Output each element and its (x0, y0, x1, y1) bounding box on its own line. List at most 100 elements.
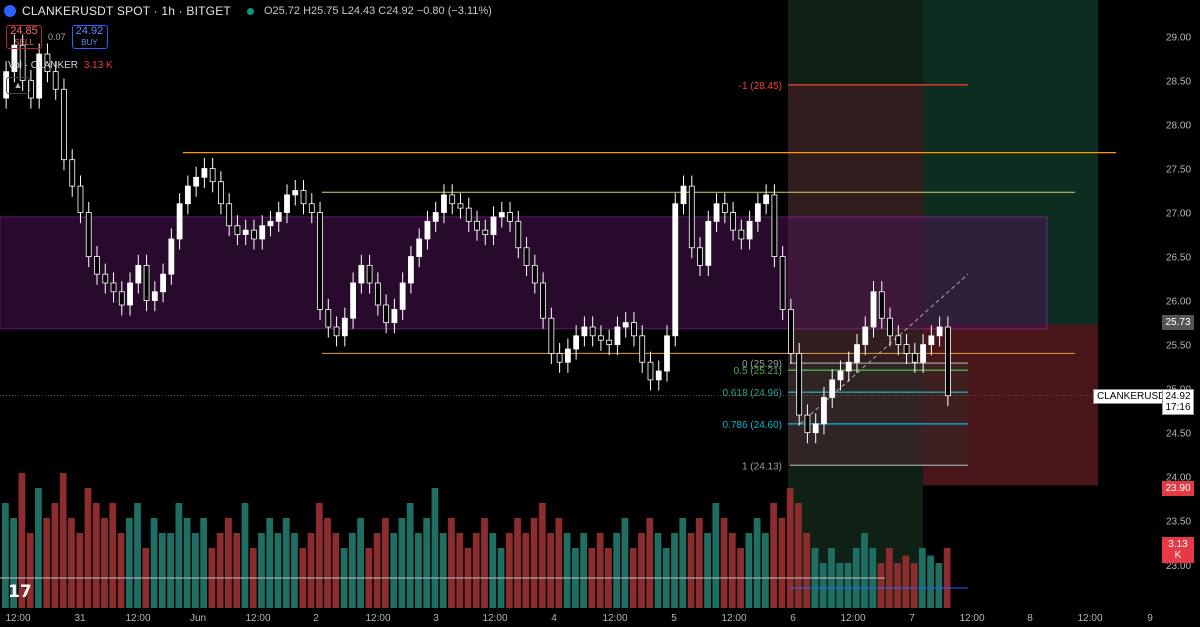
volume-bar (745, 533, 753, 608)
volume-bar (59, 473, 67, 608)
candle-body (259, 225, 266, 240)
candle-body (680, 185, 687, 205)
volume-bar (885, 548, 893, 608)
fib-label-0.618: 0.618 (24.96) (723, 388, 783, 399)
candle-body (482, 229, 489, 235)
candle-body (936, 326, 943, 337)
sell-label: SELL (14, 38, 34, 47)
fib-box (788, 363, 968, 466)
volume-bar (200, 518, 208, 608)
candle-body (713, 203, 720, 222)
candle-body (738, 229, 745, 240)
candle-body (788, 309, 794, 354)
volume-bar (26, 533, 34, 608)
candle-body (300, 190, 307, 205)
candle-body (870, 291, 877, 328)
candle-body (44, 53, 51, 73)
candle-body (796, 353, 803, 416)
volume-bar (390, 533, 398, 608)
x-tick-label: 12:00 (5, 613, 30, 624)
tradingview-logo[interactable]: 17 (8, 582, 32, 602)
x-tick-label: 12:00 (365, 613, 390, 624)
countdown-value: 17:16 (1165, 402, 1191, 413)
symbol-title[interactable]: CLANKERUSDT SPOT · 1h · BITGET (22, 4, 231, 18)
candle-body (218, 181, 224, 205)
x-tick-label: 2 (313, 613, 319, 624)
candle-body (523, 247, 530, 266)
candle-body (110, 282, 117, 293)
volume-bar (613, 533, 621, 608)
volume-bar (795, 503, 802, 608)
candle-body (168, 238, 175, 275)
volume-bar (861, 533, 868, 608)
last-price-value: 24.92 (1165, 391, 1191, 402)
candle-body (69, 159, 76, 187)
buy-button[interactable]: 24.92 BUY (71, 25, 108, 49)
volume-bar (687, 533, 695, 608)
candle-body (28, 80, 34, 99)
candle-body (399, 282, 406, 310)
candle-body (771, 194, 778, 257)
fib-label-0.5: 0.5 (25.21) (734, 366, 782, 377)
candle-body (655, 370, 662, 381)
candle-body (251, 229, 257, 240)
volume-bar (530, 518, 538, 608)
y-tick-label: 28.00 (1166, 120, 1191, 131)
candle-body (854, 344, 860, 363)
candle-body (911, 353, 918, 363)
volume-bar (35, 488, 42, 608)
candle-body (341, 317, 348, 337)
x-tick-label: 9 (1147, 613, 1153, 624)
volume-bar (332, 533, 340, 608)
volume-bar (844, 563, 852, 608)
sell-button[interactable]: 24.85 SELL (6, 25, 42, 49)
candle-body (507, 212, 513, 222)
volume-legend[interactable]: Vol · CLANKER 3.13 K (8, 60, 113, 71)
volume-bar (382, 518, 389, 608)
candle-body (325, 309, 332, 328)
y-tick-label: 26.50 (1166, 253, 1191, 264)
volume-bar (233, 533, 241, 608)
volume-bar (167, 533, 174, 608)
candle-body (498, 212, 505, 218)
volume-bar (935, 563, 943, 608)
candle-body (366, 264, 373, 284)
volume-bar (671, 533, 678, 608)
candle-body (102, 273, 109, 284)
candle-body (837, 370, 844, 381)
y-tick-label: 29.00 (1166, 32, 1191, 43)
volume-bar (348, 533, 356, 608)
y-tick-label: 25.50 (1166, 341, 1191, 352)
x-tick-label: 12:00 (125, 613, 150, 624)
candle-body (845, 361, 852, 372)
volume-bar (555, 518, 563, 608)
volume-bar (910, 563, 918, 608)
candle-body (11, 44, 18, 73)
x-tick-label: 12:00 (959, 613, 984, 624)
volume-tag: 3.13 K (1162, 537, 1194, 563)
chevron-up-icon[interactable]: ▲ (6, 77, 30, 94)
candle-body (664, 335, 670, 372)
candle-body (631, 322, 637, 337)
candle-body (895, 335, 902, 346)
candle-body (317, 212, 323, 310)
volume-bar (927, 555, 934, 608)
volume-bar (439, 533, 447, 608)
candle-body (564, 348, 571, 363)
candle-body (85, 212, 92, 257)
candle-body (275, 212, 282, 222)
volume-bar (357, 518, 364, 608)
volume-bar (472, 533, 480, 608)
candle-body (754, 203, 761, 222)
y-tick-label: 24.50 (1166, 429, 1191, 440)
candle-body (77, 185, 84, 213)
candle-body (292, 190, 299, 196)
candle-body (920, 344, 926, 363)
candle-body (697, 247, 703, 266)
volume-bar (423, 518, 431, 608)
candle-body (416, 238, 423, 257)
last-price-tag: 24.92 17:16 (1162, 389, 1194, 415)
candle-body (531, 264, 538, 284)
volume-bar (704, 533, 711, 608)
